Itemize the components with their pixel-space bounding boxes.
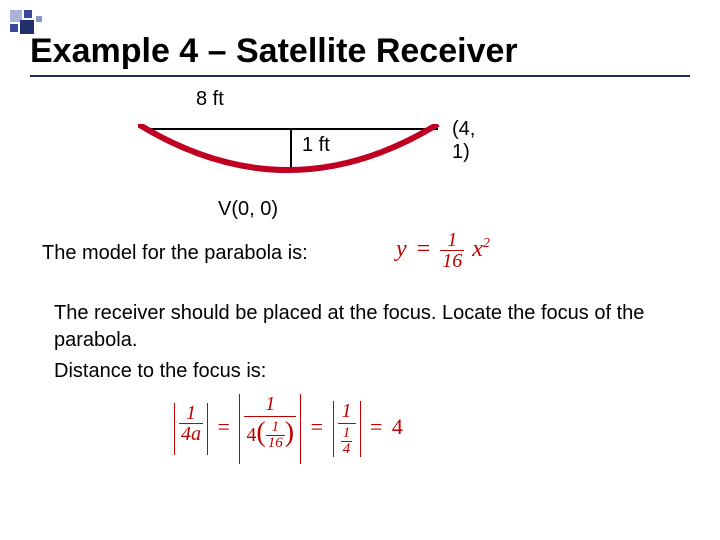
eq-y: y: [396, 236, 407, 262]
f3n: 1: [338, 401, 356, 424]
f3qd: 4: [341, 442, 353, 457]
vertex-label: V(0, 0): [218, 198, 278, 221]
f2n: 1: [244, 394, 296, 417]
f2-4: 4: [246, 424, 256, 446]
title-area: Example 4 – Satellite Receiver: [30, 32, 690, 77]
focus-distance-equation: 1 4a = 1 4(116) = 1 14 = 4: [174, 394, 403, 464]
eq-equals: =: [413, 236, 435, 262]
f2id: 16: [266, 436, 285, 451]
f2in: 1: [266, 420, 285, 436]
eq-x: x: [470, 236, 483, 262]
f1d: 4a: [179, 424, 203, 444]
distance-intro: Distance to the focus is:: [54, 360, 266, 383]
right-point-label: (4, 1): [452, 118, 475, 164]
eq2a: =: [214, 414, 234, 439]
depth-label: 1 ft: [302, 134, 330, 157]
f3qn: 1: [341, 426, 353, 442]
page-title: Example 4 – Satellite Receiver: [30, 32, 690, 71]
receiver-instruction: The receiver should be placed at the foc…: [54, 300, 680, 354]
eq2c: =: [366, 414, 386, 439]
parabola-curve: [138, 124, 448, 184]
eq-num: 1: [440, 230, 464, 251]
result: 4: [392, 414, 403, 439]
parabola-diagram: 8 ft 1 ft (4, 1): [150, 88, 450, 208]
title-underline: [30, 75, 690, 77]
f1n: 1: [179, 403, 203, 424]
eq-sup: 2: [483, 236, 490, 251]
width-label: 8 ft: [196, 88, 224, 111]
parabola-equation: y = 1 16 x2: [396, 230, 490, 271]
eq2b: =: [307, 414, 327, 439]
depth-line: [290, 129, 292, 167]
eq-den: 16: [440, 251, 464, 271]
model-intro-text: The model for the parabola is:: [42, 242, 308, 265]
